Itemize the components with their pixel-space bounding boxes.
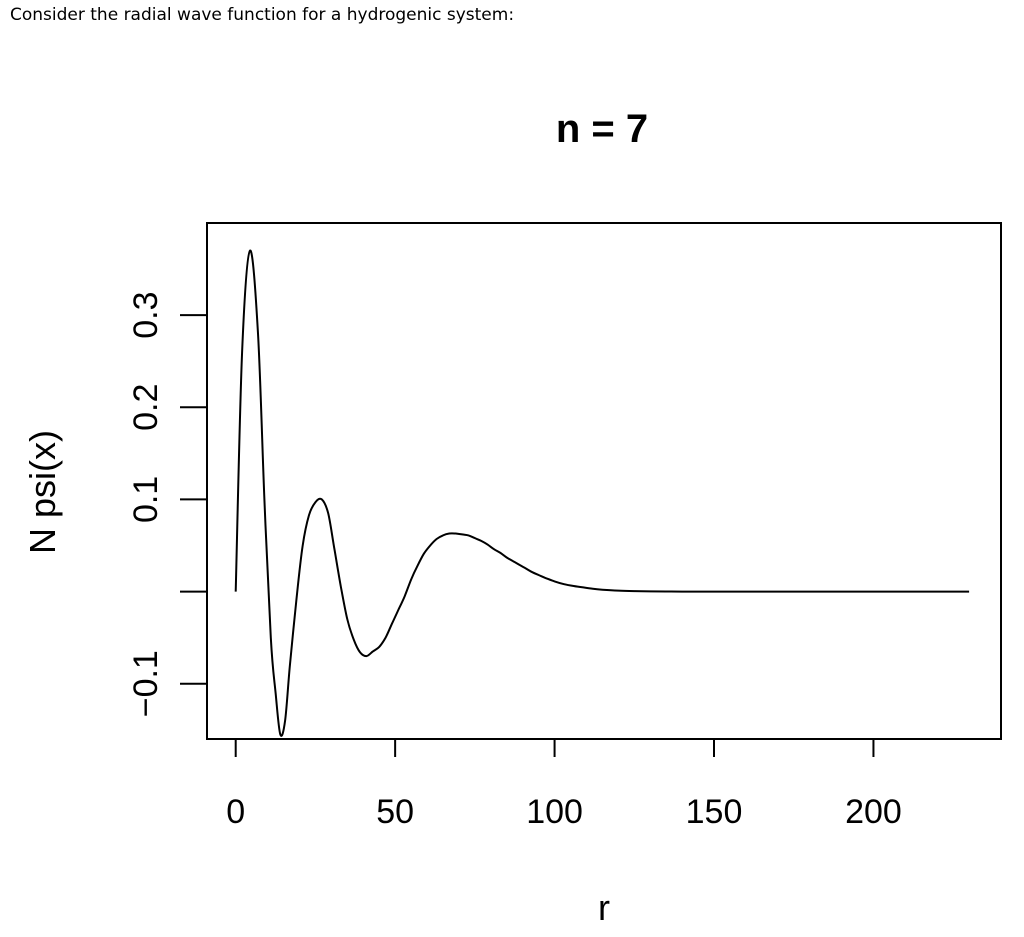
y-tick-label: 0.1 (127, 476, 165, 523)
chart-title: n = 7 (556, 107, 648, 151)
y-axis: −0.1 0.1 0.2 0.3 (127, 292, 208, 717)
x-tick-label: 150 (686, 793, 743, 831)
y-axis-label: N psi(x) (22, 430, 63, 554)
plot-frame (206, 222, 1002, 740)
y-tick-label: −0.1 (127, 650, 165, 717)
question-text: Consider the radial wave function for a … (10, 5, 515, 25)
x-tick-label: 200 (845, 793, 902, 831)
series-group (234, 249, 970, 737)
x-axis: 0 50 100 150 200 (226, 738, 902, 831)
x-tick-label: 0 (226, 793, 245, 831)
x-tick-label: 100 (526, 793, 583, 831)
x-axis-label: r (598, 887, 610, 928)
y-tick-label: 0.3 (127, 292, 165, 339)
x-tick-label: 50 (376, 793, 414, 831)
y-tick-label: 0.2 (127, 384, 165, 431)
series-line (234, 249, 970, 737)
